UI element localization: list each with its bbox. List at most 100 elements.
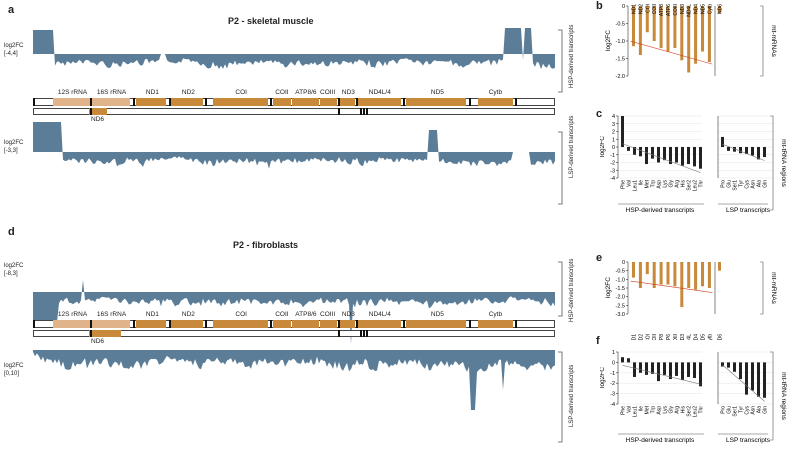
trna-tick [338,330,340,337]
trna-tick [469,320,471,328]
gene-label: COIII [320,311,336,318]
x-tick-label: Pro [721,180,727,188]
x-tick-label: ATP6 [666,4,672,16]
bar-ND4 [694,6,698,64]
bar-Ser1 [733,362,736,372]
gene-label: ND4L/4 [368,89,391,96]
fibro-lsp-range: log2FC [0,10] [4,363,24,377]
fibro-hsp-side: HSP-derived transcripts [569,258,575,322]
gene-nd2 [171,98,203,106]
x-tick-label: ND1 [632,4,638,14]
bar-Cys [745,147,748,154]
side-bracket [760,5,764,77]
bar-Gly [669,147,672,165]
x-tick-label: Lys [663,406,669,414]
gene-label: COI [235,89,247,96]
panel-label-b: b [596,0,603,12]
x-tick-label: Phe [621,180,627,189]
gene-nd1 [136,320,166,328]
x-tick-label: COIII [673,334,679,340]
bar-ATP8 [659,6,663,48]
trna-tick [469,98,471,106]
bar-Ile [639,362,642,373]
trna-tick [169,98,171,106]
gene-label: ND5 [430,311,444,318]
fibro-hsp-coverage [33,280,555,344]
bar-ATP6 [666,262,670,285]
x-tick-label: ATP8 [659,4,665,16]
bar-Gln [763,147,766,158]
bar-Tyr [739,362,742,380]
bar-COIII [673,262,677,287]
x-tick-label: His [681,406,687,414]
trend-line [722,143,765,161]
gene-atp8-6 [292,320,319,328]
bar-Ile [639,147,642,157]
x-tick-label: Ser1 [733,406,739,417]
x-tick-label: Asn [751,180,757,189]
gene-label: ND1 [145,89,159,96]
trna-tick [270,320,272,328]
x-tick-label: Thr [699,406,705,414]
bar-ND6 [718,6,721,13]
muscle-title: P2 - skeletal muscle [228,16,314,26]
x-tick-label: Lys [663,180,669,188]
bar-Glu [727,362,730,368]
gene-nd2 [171,320,203,328]
group-title: LSP transcripts [726,207,771,214]
x-tick-label: Leu1 [633,180,639,191]
trna-tick [169,320,171,328]
y-tick-label: -2 [610,381,615,387]
y-tick-label: 0 [622,260,625,266]
gene-12s-rrna [53,98,90,106]
bar-Leu2 [693,362,696,378]
trna-tick [205,98,207,106]
fibro-hsp-range: log2FC [-8,3] [4,263,24,277]
y-tick-label: -4 [610,176,615,182]
trend-line [622,143,701,173]
x-tick-label: Pro [721,406,727,414]
muscle-hsp-range: log2FC [-4,4] [4,43,24,57]
bar-COII [652,262,656,288]
gene-coiii [320,98,337,106]
gene-nd5 [406,98,466,106]
bar-COIII [673,6,677,48]
group-title: HSP-derived transcripts [626,437,695,444]
y-tick-label: -2.0 [616,74,625,80]
y-tick-label: 0 [622,4,625,10]
gene-nd6 [89,108,107,115]
x-tick-label: ND6 [718,4,724,14]
trna-tick [90,320,92,328]
y-tick-label: -0.5 [616,22,625,28]
x-tick-label: ND5 [701,4,707,14]
bar-ND3 [680,262,684,308]
gene-16s-rrna [91,98,130,106]
fibro-title: P2 - fibroblasts [233,240,299,250]
bar-ND3 [680,6,684,61]
trend-line [630,40,713,65]
x-tick-label: Glu [727,406,733,414]
trna-tick [90,98,92,106]
x-tick-label: ND2 [638,4,644,14]
bar-Trp [651,362,654,374]
x-tick-label: ND4L [687,4,693,17]
x-tick-label: Thr [699,180,705,188]
x-tick-label: ND1 [632,334,638,340]
y-tick-label: -3 [610,168,615,174]
bar-Cytb [707,262,711,288]
gene-label: ND3 [341,311,355,318]
x-tick-label: ND3 [680,334,686,340]
side-label: mt-tRNA regions [780,372,787,420]
side-label: mt-mRNAs [770,25,777,58]
trna-tick [356,320,358,328]
bar-Leu1 [633,362,636,377]
x-tick-label: ATP6 [666,334,672,340]
trna-tick [270,98,272,106]
bar-Thr [699,362,702,387]
gene-label: COI [235,311,247,318]
muscle-genome-map: 12S rRNA 16S rRNA ND1 ND2 COI COII ATP8/6 COIII… [33,89,555,123]
trna-tick [363,330,365,337]
bar-Gln [763,362,766,398]
bar-ND5 [701,6,704,52]
